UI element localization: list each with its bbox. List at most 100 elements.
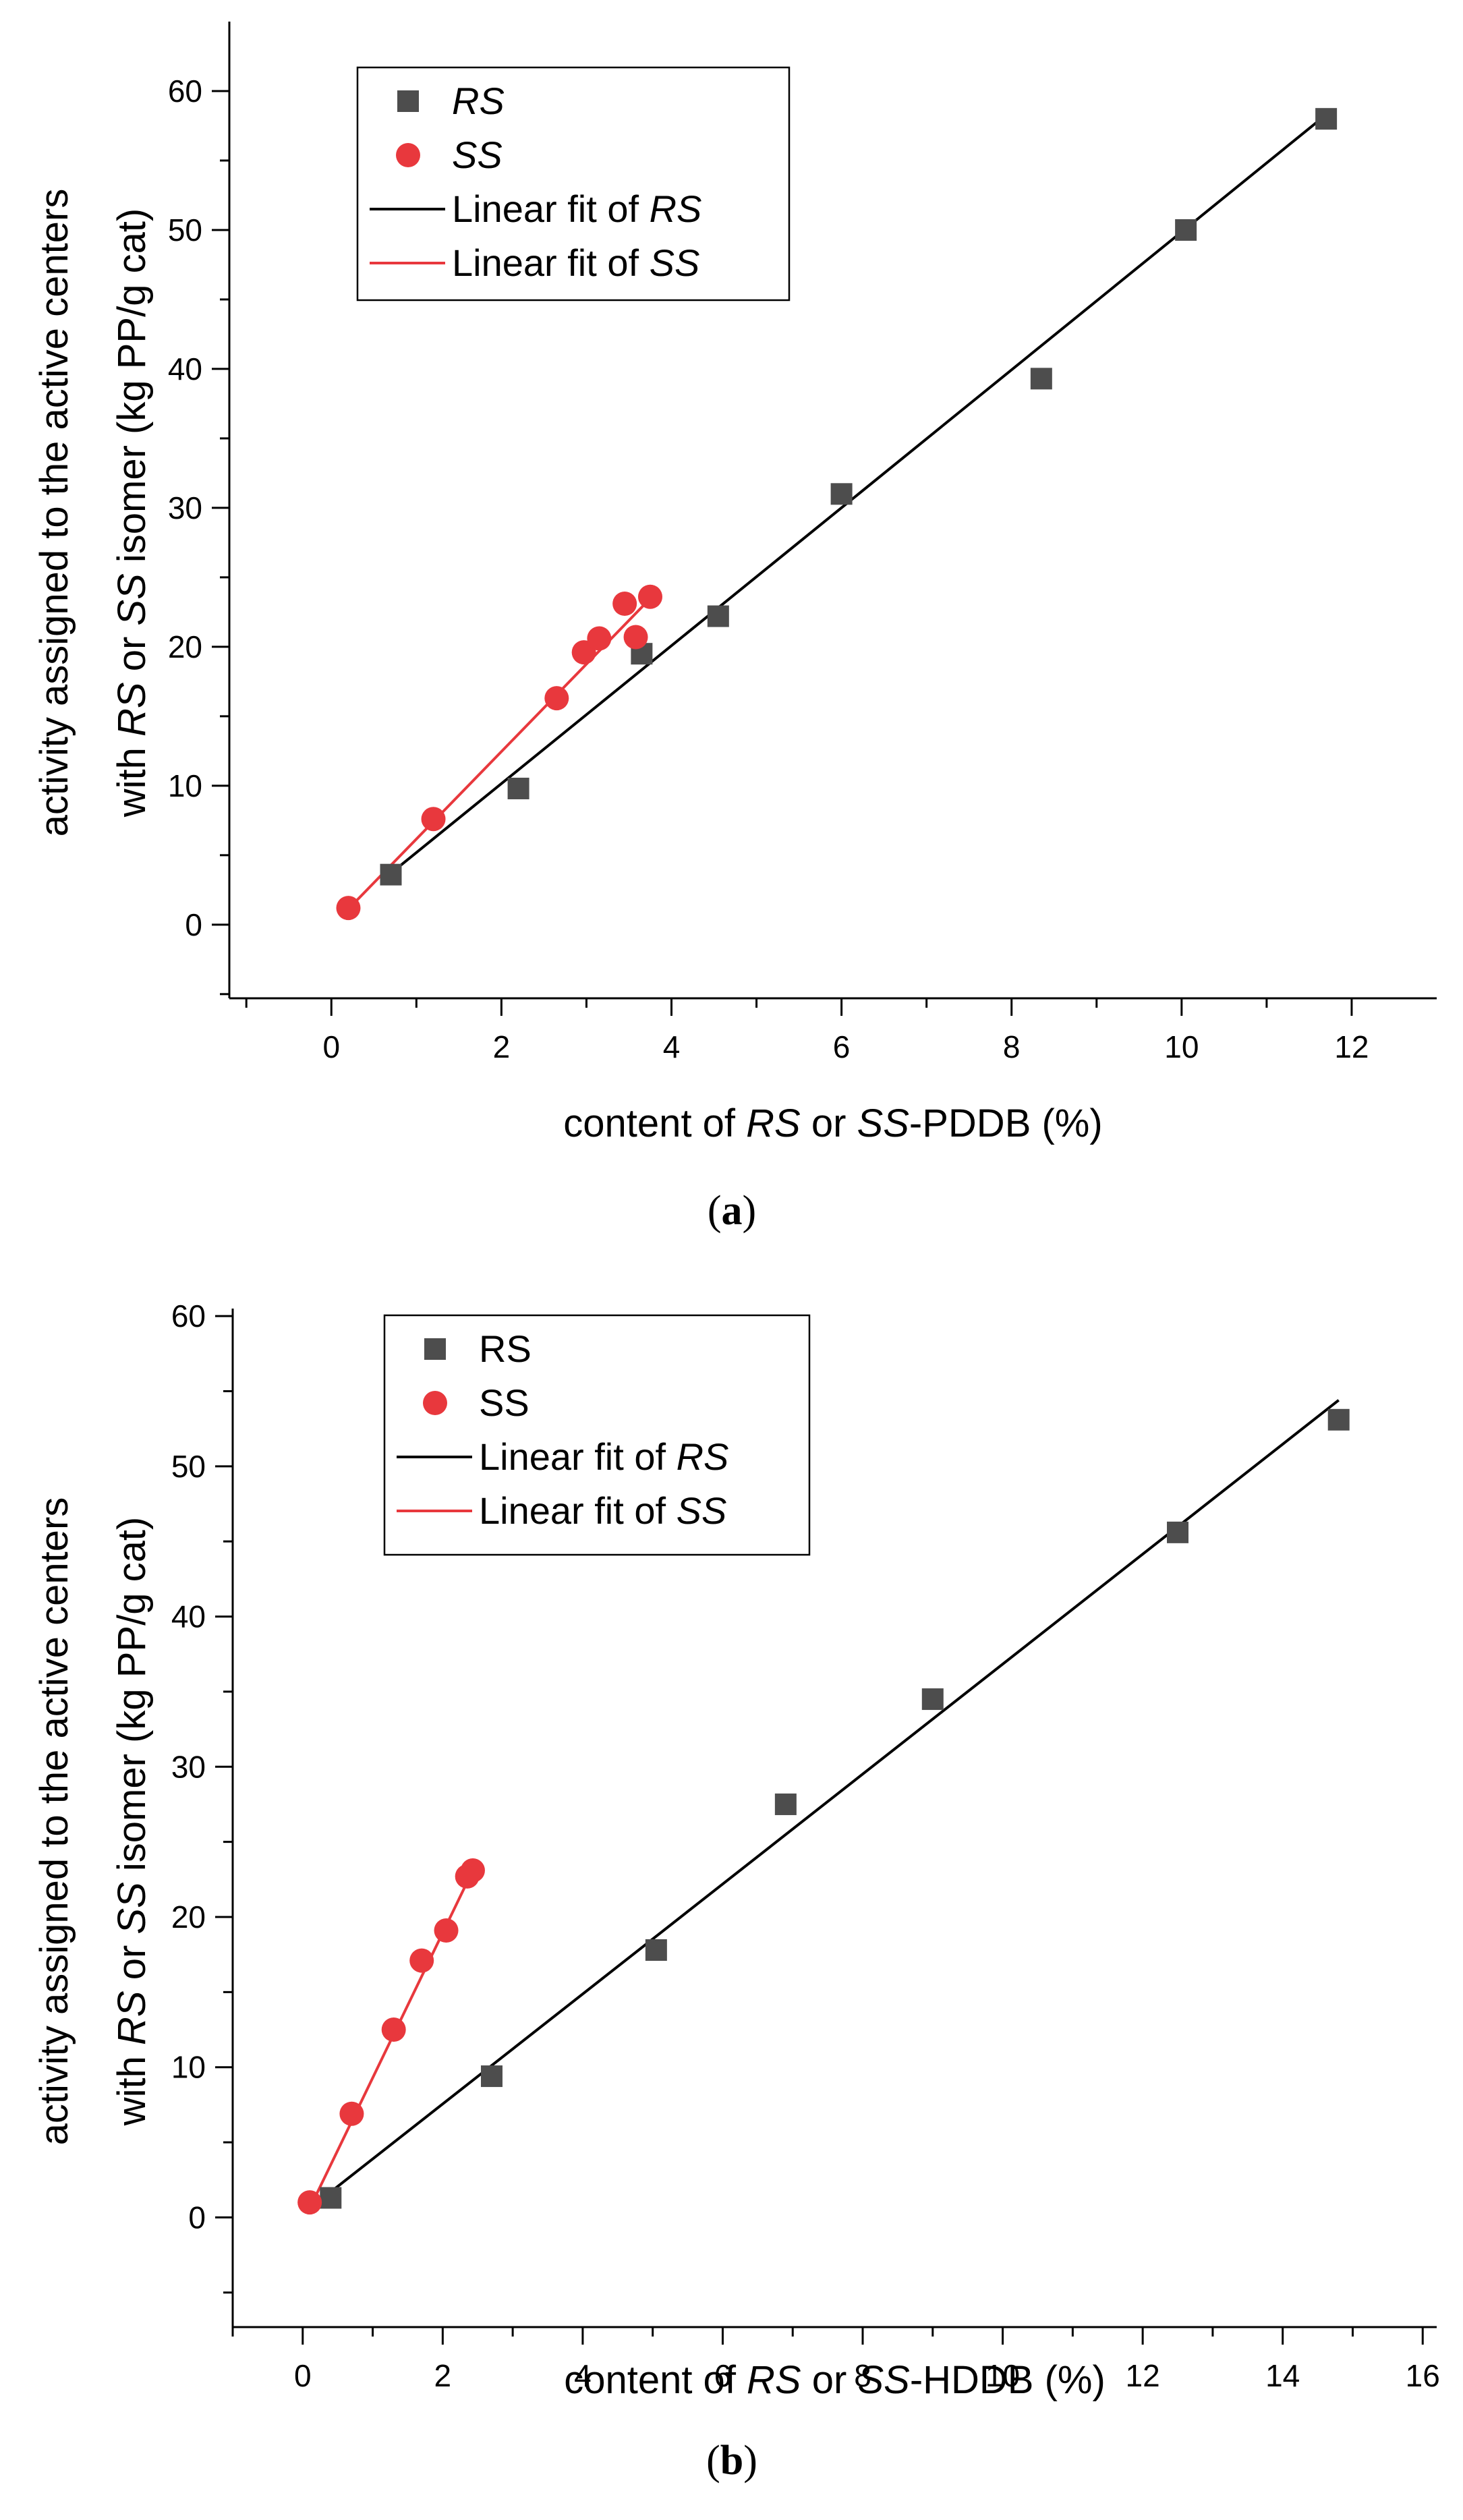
caption-open-paren: (: [706, 2438, 720, 2484]
legend-fit-ss-label: Linear fit of SS: [452, 241, 699, 284]
y-axis-label-line2: with RS or SS isomer (kg PP/g cat): [110, 208, 154, 818]
data-point-ss: [409, 1948, 434, 1973]
x-axis-label: content of RS or SS-HDDB (%): [564, 2358, 1106, 2402]
data-point-ss: [421, 807, 446, 832]
legend-rs-label: RS: [479, 1327, 532, 1370]
legend-fit-ss-prefix: Linear fit of: [452, 241, 650, 284]
y-tick-label: 10: [171, 2050, 206, 2085]
data-point-rs: [1167, 1521, 1189, 1543]
data-point-ss: [336, 896, 361, 921]
x-axis-label-prefix: content of: [564, 2358, 747, 2402]
data-point-ss: [297, 2190, 322, 2215]
x-tick-label: 12: [1126, 2358, 1160, 2393]
x-axis-label-ss: SS: [857, 1101, 910, 1145]
data-point-rs: [1315, 108, 1338, 130]
legend-fit-ss-prefix: Linear fit of: [479, 1489, 677, 1532]
y-tick-label: 50: [171, 1449, 206, 1484]
legend-ss-label: SS: [452, 134, 503, 176]
data-point-ss: [339, 2101, 364, 2126]
x-axis-label-suffix: -PDDB (%): [909, 1101, 1103, 1145]
legend-fit-rs-prefix: Linear fit of: [452, 188, 650, 230]
y-tick-label: 10: [168, 768, 202, 803]
y-tick-label: 50: [168, 212, 202, 248]
legend-fit-rs-prefix: Linear fit of: [479, 1435, 677, 1478]
y-axis-label-rs: RS: [110, 682, 154, 737]
data-point-rs: [320, 2187, 342, 2209]
x-tick-label: 6: [714, 2358, 732, 2393]
y-tick-label: 30: [171, 1749, 206, 1784]
data-point-ss: [544, 686, 569, 711]
data-point-ss: [612, 592, 637, 617]
x-axis-label-prefix: content of: [563, 1101, 746, 1145]
data-point-ss: [637, 584, 662, 609]
y-axis-label-line1: activity assigned to the active centers: [32, 189, 76, 837]
data-point-rs: [645, 1939, 667, 1961]
data-point-rs: [507, 777, 529, 799]
caption-letter: b: [720, 2438, 743, 2484]
x-tick-label: 12: [1334, 1029, 1369, 1064]
data-point-ss: [434, 1918, 459, 1943]
data-point-rs: [830, 483, 853, 505]
x-tick-label: 10: [1164, 1029, 1199, 1064]
legend-ss-marker: [423, 1391, 447, 1415]
data-point-ss: [381, 2017, 406, 2042]
legend-rs-label: RS: [452, 80, 505, 122]
y-axis-label-line2: with RS or SS isomer (kg PP/g cat): [110, 1517, 154, 2127]
x-axis-label: content of RS or SS-PDDB (%): [563, 1101, 1102, 1145]
x-tick-label: 10: [985, 2358, 1020, 2393]
y-axis-label-suffix: isomer (kg PP/g cat): [110, 208, 154, 573]
x-axis-label-or: or: [801, 2358, 858, 2402]
x-tick-label: 14: [1265, 2358, 1300, 2393]
data-point-rs: [707, 605, 729, 627]
x-tick-label: 16: [1406, 2358, 1440, 2393]
y-tick-label: 40: [168, 351, 202, 386]
x-tick-label: 2: [434, 2358, 452, 2393]
y-axis-label-ss: SS: [110, 573, 154, 626]
data-point-rs: [480, 2065, 503, 2088]
x-axis-label-rs: RS: [747, 2358, 801, 2402]
legend-ss-label: SS: [479, 1381, 529, 1424]
y-tick-label: 60: [168, 74, 202, 109]
legend-ss-marker: [396, 143, 420, 167]
legend: RS SS Linear fit of RS Linear fit of SS: [356, 66, 791, 302]
data-point-rs: [1327, 1408, 1350, 1431]
y-axis-label-rs: RS: [110, 1991, 154, 2045]
panel-caption: (a): [708, 1188, 756, 1234]
x-axis-label-suffix: -HDDB (%): [910, 2358, 1106, 2402]
x-tick-label: 8: [1003, 1029, 1021, 1064]
y-axis-label-or: or: [110, 626, 154, 683]
y-tick-label: 60: [171, 1298, 206, 1334]
x-tick-label: 8: [854, 2358, 871, 2393]
legend-fit-rs-italic: RS: [677, 1435, 729, 1478]
x-tick-label: 0: [322, 1029, 340, 1064]
data-point-rs: [1030, 368, 1052, 390]
data-point-rs: [380, 863, 402, 886]
x-axis-label-or: or: [801, 1101, 857, 1145]
y-axis-label-ss: SS: [110, 1882, 154, 1935]
x-tick-label: 4: [574, 2358, 592, 2393]
y-axis-label-line1: activity assigned to the active centers: [32, 1497, 76, 2146]
legend-fit-ss-italic: SS: [677, 1489, 727, 1532]
y-axis-label-or: or: [110, 1935, 154, 1991]
data-point-ss: [587, 626, 612, 651]
x-tick-label: 2: [493, 1029, 511, 1064]
x-axis-label-rs: RS: [746, 1101, 801, 1145]
caption-open-paren: (: [708, 1188, 722, 1234]
y-axis-label-prefix: with: [110, 2045, 154, 2126]
legend-fit-rs-italic: RS: [650, 188, 702, 230]
y-axis-label-prefix: with: [110, 737, 154, 818]
legend-rs-marker: [397, 90, 419, 112]
caption-close-paren: ): [743, 2438, 757, 2484]
legend-fit-ss-label: Linear fit of SS: [479, 1489, 726, 1532]
x-axis-label-ss: SS: [857, 2358, 910, 2402]
caption-letter: a: [722, 1188, 743, 1234]
x-tick-label: 4: [663, 1029, 681, 1064]
y-tick-label: 0: [185, 907, 202, 942]
x-tick-label: 6: [833, 1029, 851, 1064]
caption-close-paren: ): [743, 1188, 757, 1234]
data-point-rs: [774, 1793, 797, 1815]
